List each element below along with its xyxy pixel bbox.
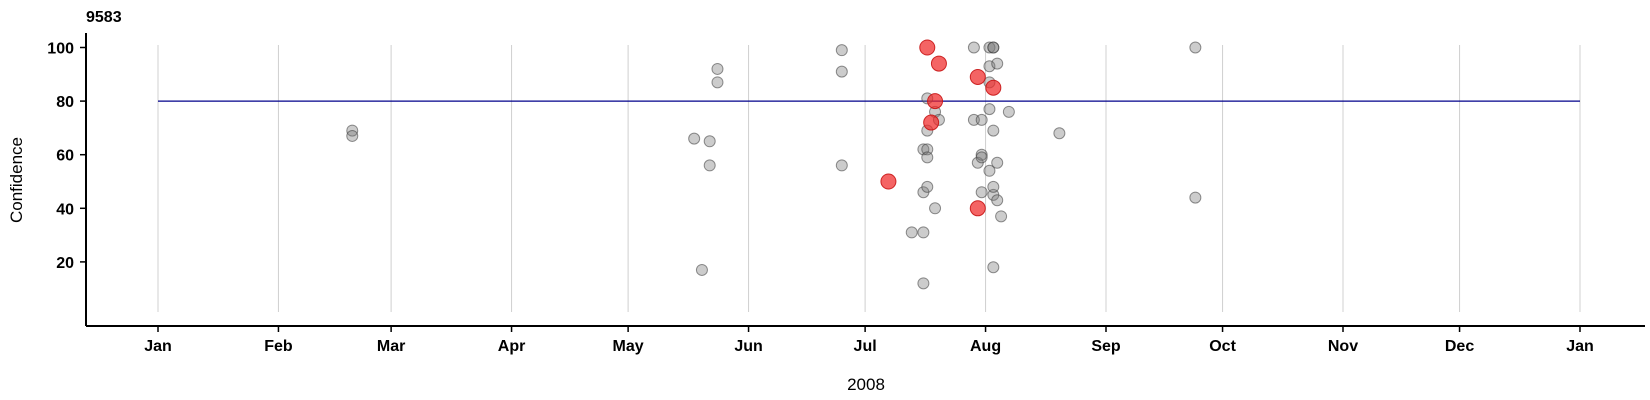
grey-point [905,226,918,239]
grey-point [991,156,1004,169]
y-tick-label: 20 [56,255,74,272]
red-point [927,93,944,110]
x-tick-label: Jan [144,338,172,355]
chart-title: 9583 [86,9,122,26]
y-ticks: 20 40 60 80 100 [47,41,86,272]
y-tick-label: 80 [56,94,74,111]
grey-point [967,41,980,54]
y-tick-label: 60 [56,148,74,165]
x-tick-label: Apr [498,338,526,355]
grey-point [711,62,724,75]
grey-point [991,194,1004,207]
grey-point [983,164,996,177]
grey-point [995,210,1008,223]
red-point [969,200,986,217]
grey-point [975,148,988,161]
grey-point [917,277,930,290]
grey-point [991,57,1004,70]
grey-point [975,113,988,126]
grey-point [921,151,934,164]
x-tick-label: Aug [970,338,1001,355]
grey-point [987,261,1000,274]
grey-point [983,41,996,54]
red-point [923,114,940,131]
grey-point [695,263,708,276]
grey-point [688,132,701,145]
x-tick-label: Jan [1566,338,1594,355]
grey-point [1053,127,1066,140]
x-axis-title: 2008 [847,375,885,394]
grey-point [921,180,934,193]
grey-point [983,103,996,116]
y-tick-label: 40 [56,201,74,218]
grey-point [975,186,988,199]
grey-point [711,76,724,89]
grey-point [835,65,848,78]
grey-point [346,129,359,142]
grey-point [987,124,1000,137]
x-tick-label: Feb [264,338,293,355]
grey-point [835,159,848,172]
grey-point [987,41,1000,54]
x-tick-label: Jun [734,338,762,355]
y-axis-title: Confidence [7,137,26,223]
red-point [985,79,1002,96]
grey-point [929,202,942,215]
x-tick-label: Nov [1328,338,1358,355]
grey-point [1189,41,1202,54]
x-tick-label: May [613,338,644,355]
grey-point [703,159,716,172]
x-tick-label: Mar [377,338,405,355]
x-ticks: Jan Feb Mar Apr May Jun Jul Aug Sep Oct Nov Dec Jan [144,326,1594,355]
y-tick-label: 100 [47,41,74,58]
red-point [930,55,947,72]
grid [157,45,1581,312]
grey-point [1002,105,1015,118]
grey-point [975,151,988,164]
red-point [969,68,986,85]
grey-point [987,180,1000,193]
grey-point [835,44,848,57]
grey-point [703,135,716,148]
x-tick-label: Sep [1091,338,1121,355]
red-point [880,173,897,190]
x-tick-label: Dec [1445,338,1474,355]
grey-point [917,226,930,239]
x-tick-label: Oct [1209,338,1236,355]
grey-point [1189,191,1202,204]
x-tick-label: Jul [854,338,877,355]
red-point [919,39,936,56]
points-group [346,39,1202,290]
